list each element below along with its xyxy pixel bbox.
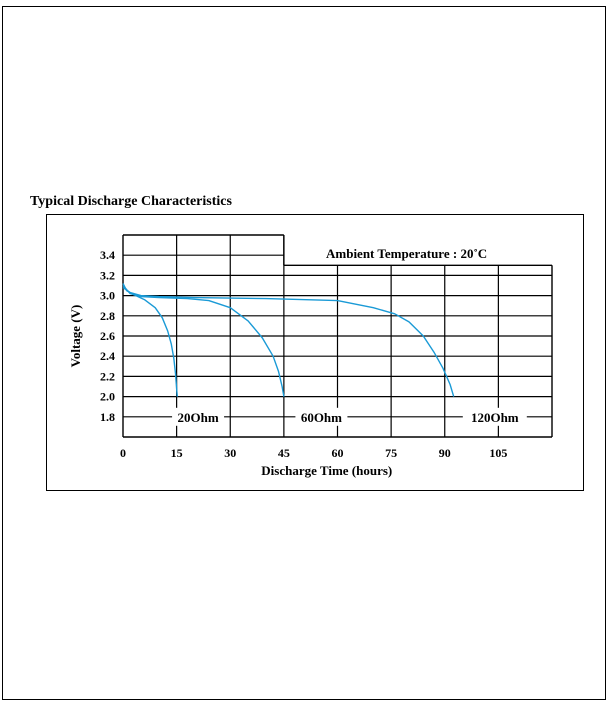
y-tick-label: 2.0	[100, 390, 115, 404]
x-tick-label: 0	[120, 446, 126, 460]
labels: 1.8 2.0 2.2 2.4 2.6 2.8 3.0 3.2 3.4 0 15 30 45 60 75 90…	[100, 248, 527, 460]
x-tick-label: 15	[171, 446, 183, 460]
y-tick-label: 3.4	[100, 248, 115, 262]
series-line-60ohm	[122, 285, 285, 397]
series-label: 60Ohm	[301, 410, 342, 425]
x-tick-label: 30	[224, 446, 236, 460]
series-label-background	[295, 407, 348, 426]
y-tick-label: 1.8	[100, 410, 115, 424]
series-line-20ohm	[122, 283, 178, 397]
y-tick-label: 2.4	[100, 349, 115, 363]
series-lines	[122, 283, 455, 397]
figure-title: Typical Discharge Characteristics	[30, 194, 232, 209]
x-axis-title: Discharge Time (hours)	[261, 463, 392, 478]
y-tick-label: 3.2	[100, 268, 115, 282]
series-label-background	[462, 407, 527, 426]
series-label: 20Ohm	[177, 410, 218, 425]
x-tick-label: 45	[278, 446, 290, 460]
y-tick-label: 2.8	[100, 309, 115, 323]
y-tick-label: 2.6	[100, 329, 115, 343]
page-frame	[2, 6, 606, 700]
grid	[122, 234, 553, 438]
chart-box	[46, 214, 584, 491]
series-label: 120Ohm	[471, 410, 519, 425]
x-tick-label: 105	[489, 446, 507, 460]
y-tick-label: 3.0	[100, 289, 115, 303]
y-axis-title: Voltage (V)	[68, 305, 83, 368]
x-tick-label: 60	[332, 446, 344, 460]
ambient-temperature-annotation: Ambient Temperature : 20˚C	[326, 246, 487, 261]
x-tick-label: 90	[439, 446, 451, 460]
x-tick-label: 75	[385, 446, 397, 460]
series-label-background	[172, 407, 225, 426]
y-tick-label: 2.2	[100, 369, 115, 383]
series-line-120ohm	[122, 286, 455, 397]
